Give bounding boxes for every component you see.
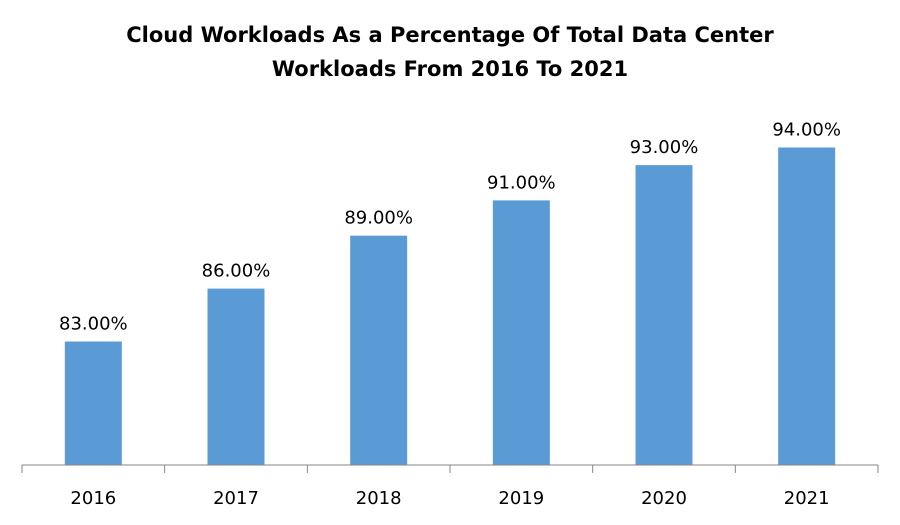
bar-2016 <box>64 341 122 465</box>
data-label: 91.00% <box>487 172 556 193</box>
bar-2020 <box>635 165 693 465</box>
bar-2019 <box>492 200 550 465</box>
x-tick-label: 2016 <box>70 488 116 509</box>
bar-2017 <box>207 288 265 465</box>
data-label: 89.00% <box>344 208 413 229</box>
data-label: 93.00% <box>630 137 699 158</box>
bar-2021 <box>778 147 836 466</box>
x-tick-label: 2017 <box>213 488 259 509</box>
chart-title-line-1: Cloud Workloads As a Percentage Of Total… <box>126 23 774 47</box>
data-label: 86.00% <box>202 261 271 282</box>
x-tick-label: 2018 <box>356 488 402 509</box>
x-tick-label: 2021 <box>784 488 830 509</box>
chart-title-line-2: Workloads From 2016 To 2021 <box>272 57 628 81</box>
data-label: 94.00% <box>772 119 841 140</box>
x-tick-label: 2019 <box>498 488 544 509</box>
bar-2018 <box>350 235 408 465</box>
x-tick-label: 2020 <box>641 488 687 509</box>
data-label: 83.00% <box>59 314 128 335</box>
